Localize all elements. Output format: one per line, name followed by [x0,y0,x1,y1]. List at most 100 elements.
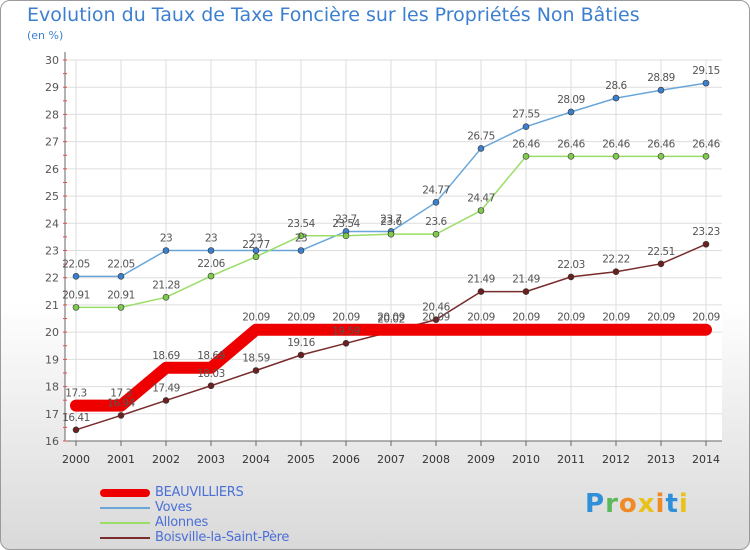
data-point [162,397,170,404]
data-point [477,145,485,152]
x-tick-label: 2005 [287,453,315,466]
data-label: 20.09 [377,312,405,324]
data-point [702,153,710,160]
data-label: 26.46 [602,138,630,150]
data-label: 20.46 [422,302,450,314]
data-point [432,199,440,206]
data-label: 20.09 [287,312,315,324]
data-label: 22.06 [197,258,225,270]
data-point [162,247,170,254]
data-label: 23.6 [380,216,402,228]
data-point [297,232,305,240]
x-tick-label: 2004 [242,453,270,466]
data-label: 17.49 [152,382,180,394]
data-label: 23.7 [335,213,356,225]
data-label: 23.6 [425,216,447,228]
data-point [657,86,665,94]
data-label: 20.09 [467,312,495,324]
y-tick-label: 19 [45,353,59,366]
x-tick-label: 2010 [512,453,540,466]
data-label: 22.77 [242,239,270,251]
legend-swatch [100,506,150,509]
data-point [612,153,620,160]
x-tick-label: 2000 [62,453,90,466]
data-label: 18.69 [197,350,225,362]
data-label: 16.41 [62,412,90,424]
chart-title: Evolution du Taux de Taxe Foncière sur l… [27,4,640,26]
y-tick-label: 24 [45,217,59,230]
data-label: 22.05 [62,258,90,270]
x-tick-label: 2011 [557,453,585,466]
legend-label: BEAUVILLIERS [155,485,244,500]
y-tick-label: 30 [45,54,59,67]
data-point [117,412,125,419]
data-point [657,153,665,160]
data-label: 19.59 [332,325,360,337]
legend-item: BEAUVILLIERS [100,485,289,500]
y-tick-label: 16 [45,435,59,448]
data-label: 28.6 [605,80,627,92]
y-tick-label: 25 [45,190,59,203]
data-label: 23 [250,233,262,245]
data-point [162,294,170,301]
data-point [432,316,440,323]
x-tick-label: 2009 [467,453,495,466]
data-label: 29.15 [692,65,720,77]
data-label: 20.09 [242,312,270,324]
data-label: 24.47 [467,192,495,204]
x-tick-label: 2003 [197,453,225,466]
data-label: 23 [160,233,172,245]
y-tick-label: 22 [45,272,59,285]
data-point [567,273,575,281]
data-point [117,304,125,311]
data-point [72,426,80,434]
data-label: 23.7 [380,213,401,225]
data-label: 17.3 [110,388,131,400]
data-label: 24.77 [422,184,450,196]
data-label: 23.23 [692,226,720,238]
data-label: 20.91 [62,289,90,301]
data-label: 26.75 [467,130,495,142]
series-line-beauvilliers [70,323,712,412]
data-label: 18.59 [242,353,270,365]
data-label: 22.03 [557,259,585,271]
data-point [432,230,440,238]
data-point [342,232,350,240]
y-tick-label: 18 [45,381,59,394]
data-label: 20.09 [557,312,585,324]
data-label: 26.46 [647,138,675,150]
data-point [207,272,215,280]
legend-label: Voves [155,500,192,515]
data-label: 17.3 [65,388,86,400]
y-tick-label: 28 [45,108,59,121]
data-point [702,79,710,87]
data-point [612,268,620,276]
x-tick-label: 2007 [377,453,405,466]
data-label: 20.91 [107,289,135,301]
data-label: 20.09 [692,312,720,324]
y-tick-label: 17 [45,408,59,421]
data-point [252,253,260,261]
data-label: 22.51 [647,246,675,258]
data-point [522,153,530,160]
data-label: 20.09 [602,312,630,324]
data-point [297,247,305,254]
data-point [477,207,485,214]
data-label: 27.55 [512,109,540,121]
data-label: 21.28 [152,279,180,291]
data-label: 20.09 [647,312,675,324]
data-label: 18.03 [197,368,225,380]
proxiti-logo: Proxiti [585,489,689,519]
data-label: 28.89 [647,72,675,84]
data-label: 22.22 [602,254,630,266]
data-label: 26.46 [512,138,540,150]
data-label: 23.54 [332,218,360,230]
x-tick-label: 2006 [332,453,360,466]
y-tick-label: 23 [45,245,59,258]
data-label: 23.54 [287,218,315,230]
data-label: 20.09 [512,312,540,324]
data-label: 23 [295,233,307,245]
data-point [387,230,395,238]
y-tick-label: 29 [45,81,59,94]
